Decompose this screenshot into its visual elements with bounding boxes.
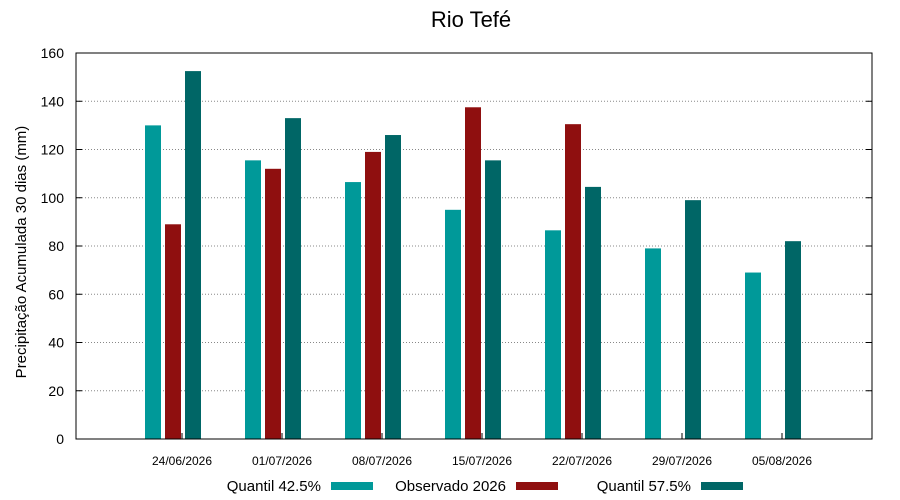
y-tick-label: 160 [41,45,65,61]
y-tick-label: 100 [41,190,65,206]
legend: Quantil 42.5% Observado 2026 Quantil 57.5% [227,478,743,495]
y-axis-ticks: 0 20 40 60 80 100 120 140 160 [41,45,872,447]
bar [685,200,701,439]
legend-label: Observado 2026 [395,478,506,495]
legend-swatch [516,482,558,490]
bar [645,248,661,439]
legend-swatch [701,482,743,490]
x-axis-ticks: 24/06/2026 01/07/2026 08/07/2026 15/07/2026… [152,433,812,468]
bar [585,186,601,439]
bar [745,272,761,439]
legend-label: Quantil 42.5% [227,478,321,495]
chart-title: Rio Tefé [431,7,511,32]
y-tick-label: 20 [48,383,64,399]
y-tick-label: 80 [48,238,64,254]
y-tick-label: 40 [48,335,64,351]
bar [565,124,581,439]
bar [545,230,561,439]
bar [365,151,381,439]
x-tick-label: 08/07/2026 [352,454,412,468]
x-tick-label: 22/07/2026 [552,454,612,468]
bar [465,107,481,439]
bar [145,125,161,439]
bar [345,182,361,439]
y-tick-label: 120 [41,142,65,158]
legend-swatch [331,482,373,490]
y-tick-label: 60 [48,286,64,302]
bars [145,71,801,440]
x-tick-label: 05/08/2026 [752,454,812,468]
legend-label: Quantil 57.5% [597,478,691,495]
bar [245,160,261,439]
bar [445,209,461,439]
bar [485,160,501,439]
bar [285,118,301,439]
bar [265,168,281,440]
x-tick-label: 01/07/2026 [252,454,312,468]
x-tick-label: 24/06/2026 [152,454,212,468]
grid [76,100,872,392]
bar [165,224,181,439]
bar [785,241,801,439]
y-axis-label: Precipitação Acumulada 30 dias (mm) [13,126,30,379]
bar [185,71,201,439]
bar [385,135,401,439]
x-tick-label: 15/07/2026 [452,454,512,468]
y-tick-label: 0 [56,431,64,447]
y-tick-label: 140 [41,93,65,109]
x-tick-label: 29/07/2026 [652,454,712,468]
